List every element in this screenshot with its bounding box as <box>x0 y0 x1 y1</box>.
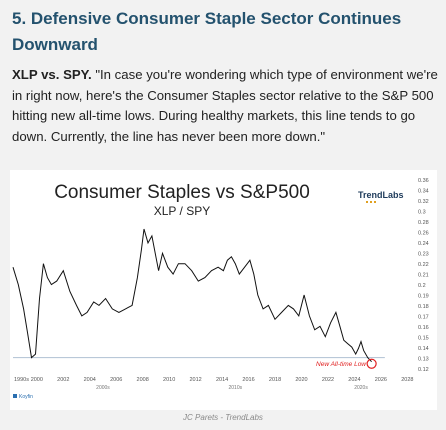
logo-dot-1 <box>366 201 368 203</box>
x-decade-label: 2000s <box>96 385 110 391</box>
x-tick-label: 2026 <box>375 377 387 383</box>
y-tick-label: 0.24 <box>418 241 429 247</box>
chart-caption: JC Parets - TrendLabs <box>183 413 263 422</box>
x-axis: 1990s 2000 2002 2004 2006 2008 2010 2012 2014 201… <box>14 377 413 391</box>
x-tick-label: 2022 <box>322 377 334 383</box>
y-tick-label: 0.18 <box>418 304 429 310</box>
x-tick-label: 2018 <box>269 377 281 383</box>
y-tick-label: 0.19 <box>418 294 429 300</box>
x-tick-label: 2024 <box>348 377 360 383</box>
x-tick-label: 2004 <box>84 377 96 383</box>
y-tick-label: 0.32 <box>418 199 429 205</box>
y-tick-label: 0.21 <box>418 273 429 279</box>
xlp-spy-chart: Consumer Staples vs S&P500 XLP / SPY Tre… <box>12 178 429 400</box>
y-tick-label: 0.28 <box>418 220 429 226</box>
x-tick-label: 2020 <box>295 377 307 383</box>
source-logo-text: Koyfin <box>19 394 33 400</box>
article-title: 5. Defensive Consumer Staple Sector Cont… <box>12 9 402 54</box>
logo-dot-2 <box>370 201 372 203</box>
x-tick-label: 2008 <box>137 377 149 383</box>
x-decade-label: 2020s <box>354 385 368 391</box>
chart-title: Consumer Staples vs S&P500 <box>54 182 310 203</box>
y-tick-label: 0.23 <box>418 252 429 258</box>
article-quote: "In case you're wondering which type of … <box>12 67 438 144</box>
y-tick-label: 0.12 <box>418 367 429 373</box>
y-axis: 0.36 0.34 0.32 0.3 0.28 0.26 0.24 0.23 0.22 0.21 0… <box>418 178 429 373</box>
chart-card: Consumer Staples vs S&P500 XLP / SPY Tre… <box>10 170 437 410</box>
trendlabs-logo-text: TrendLabs <box>358 190 404 200</box>
y-tick-label: 0.16 <box>418 325 429 331</box>
x-tick-label: 2002 <box>57 377 69 383</box>
x-decade-label: 2010s <box>229 385 243 391</box>
article-lead: XLP vs. SPY. <box>12 67 92 82</box>
x-tick-label: 2012 <box>189 377 201 383</box>
y-tick-label: 0.22 <box>418 262 429 268</box>
article-body: XLP vs. SPY. "In case you're wondering w… <box>12 65 440 147</box>
x-tick-label: 1990s <box>14 377 29 383</box>
y-tick-label: 0.36 <box>418 178 429 184</box>
logo-dot-3 <box>374 201 376 203</box>
x-tick-label: 2006 <box>110 377 122 383</box>
source-logo-mark <box>13 394 17 398</box>
xlp-spy-series-line <box>12 228 372 363</box>
y-tick-label: 0.14 <box>418 346 429 352</box>
y-tick-label: 0.2 <box>418 283 426 289</box>
y-tick-label: 0.13 <box>418 357 429 363</box>
x-tick-label: 2000 <box>31 377 43 383</box>
all-time-low-marker <box>366 358 377 369</box>
x-tick-label: 2016 <box>242 377 254 383</box>
all-time-low-annotation: New All-time Low <box>316 361 367 368</box>
chart-subtitle: XLP / SPY <box>154 204 210 218</box>
y-tick-label: 0.26 <box>418 231 429 237</box>
trendlabs-logo: TrendLabs <box>358 190 404 203</box>
x-tick-label: 2028 <box>401 377 413 383</box>
x-tick-label: 2010 <box>163 377 175 383</box>
y-tick-label: 0.3 <box>418 210 426 216</box>
y-tick-label: 0.34 <box>418 189 429 195</box>
x-tick-label: 2014 <box>216 377 228 383</box>
source-logo: Koyfin <box>13 394 33 400</box>
y-tick-label: 0.15 <box>418 336 429 342</box>
y-tick-label: 0.17 <box>418 315 429 321</box>
